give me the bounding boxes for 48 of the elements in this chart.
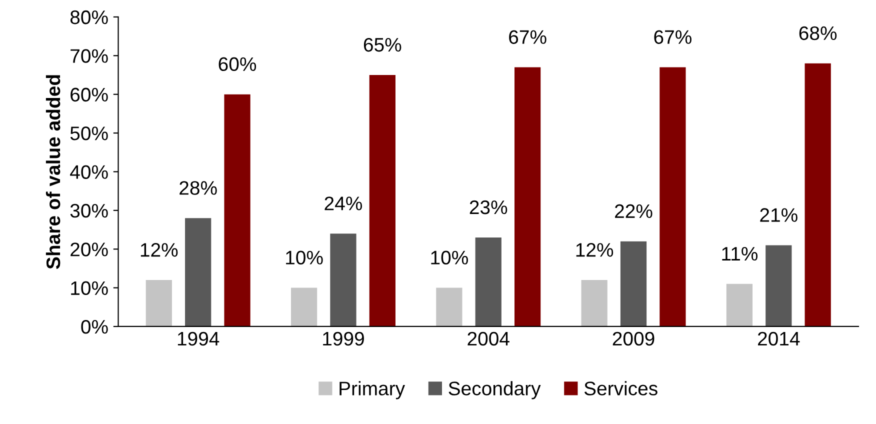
legend-label: Secondary: [448, 381, 541, 400]
y-tick-label: 40%: [70, 165, 108, 179]
text: 67%: [509, 30, 546, 44]
text: 10%: [431, 250, 468, 264]
bar: [369, 74, 396, 326]
bar: [660, 67, 686, 326]
text: 12%: [576, 242, 614, 257]
text: 68%: [799, 26, 837, 40]
x-tick-label: 2014: [758, 332, 800, 346]
text: 22%: [615, 204, 652, 218]
text: 23%: [470, 200, 508, 214]
bar: [804, 63, 831, 326]
bar: [514, 67, 541, 326]
y-tick-label: 60%: [70, 88, 108, 102]
bar: [726, 284, 753, 326]
text: 24%: [324, 196, 362, 210]
text: 10%: [286, 250, 323, 264]
bar: [185, 218, 212, 326]
text: 28%: [180, 181, 217, 195]
text: 67%: [654, 30, 692, 44]
bar: [224, 94, 250, 326]
bar: [146, 280, 172, 326]
bar: [290, 288, 318, 326]
y-tick-label: 20%: [70, 242, 108, 256]
x-tick-label: 2004: [468, 332, 510, 346]
y-tick-label: 0%: [81, 320, 108, 334]
text: 12%: [140, 242, 178, 257]
bar: [766, 245, 792, 326]
legend-label: Services: [584, 381, 658, 396]
text: 65%: [364, 38, 402, 52]
bar: [620, 241, 647, 326]
x-tick-label: 2009: [612, 332, 654, 346]
text: 11%: [722, 246, 758, 261]
text: 60%: [218, 57, 256, 72]
y-tick-label: 10%: [71, 281, 108, 296]
y-tick-label: 80%: [70, 10, 108, 24]
legend-label: Primary: [340, 381, 406, 400]
y-tick-label: 70%: [70, 49, 108, 63]
y-tick-label: 50%: [70, 126, 108, 140]
bar: [436, 288, 462, 326]
bar: [581, 280, 608, 326]
x-tick-label: 1999: [323, 332, 364, 346]
y-tick-label: 30%: [70, 204, 108, 218]
bar: [475, 237, 502, 326]
y-axis-title: Share of value added: [46, 75, 60, 269]
x-tick-label: 1994: [178, 332, 220, 346]
text: 21%: [760, 208, 798, 222]
bar: [330, 234, 356, 326]
